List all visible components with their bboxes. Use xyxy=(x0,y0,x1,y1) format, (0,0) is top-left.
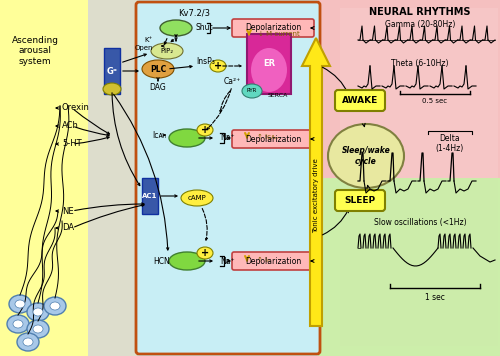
Text: Depolarization: Depolarization xyxy=(245,23,301,32)
Text: K⁺: K⁺ xyxy=(145,37,153,43)
Ellipse shape xyxy=(17,333,39,351)
Bar xyxy=(340,8,498,178)
Ellipse shape xyxy=(9,295,31,313)
Text: Ascending
arousal
system: Ascending arousal system xyxy=(12,36,58,66)
Text: Slow oscillations (<1Hz): Slow oscillations (<1Hz) xyxy=(374,218,466,227)
Bar xyxy=(247,34,291,94)
Text: RYR: RYR xyxy=(247,89,257,94)
Text: Open: Open xyxy=(134,45,153,51)
Ellipse shape xyxy=(197,124,213,136)
FancyBboxPatch shape xyxy=(232,252,314,270)
FancyBboxPatch shape xyxy=(136,2,320,354)
Bar xyxy=(138,0,318,356)
Ellipse shape xyxy=(27,303,49,321)
Bar xyxy=(0,0,88,356)
Bar xyxy=(318,178,500,356)
Text: ↑ Iₕ: ↑ Iₕ xyxy=(257,257,270,263)
Text: AWAKE: AWAKE xyxy=(342,96,378,105)
FancyBboxPatch shape xyxy=(335,90,385,111)
Ellipse shape xyxy=(142,60,174,78)
FancyBboxPatch shape xyxy=(232,130,314,148)
Ellipse shape xyxy=(169,252,205,270)
Ellipse shape xyxy=(33,308,43,316)
Ellipse shape xyxy=(33,325,43,333)
Text: SERCA: SERCA xyxy=(268,93,288,98)
Text: Orexin: Orexin xyxy=(62,104,90,112)
Ellipse shape xyxy=(23,338,33,346)
Ellipse shape xyxy=(181,190,213,206)
Text: 1 sec: 1 sec xyxy=(425,293,445,302)
Text: Depolarization: Depolarization xyxy=(245,135,301,143)
Bar xyxy=(318,0,500,356)
Polygon shape xyxy=(302,38,330,326)
Text: ER: ER xyxy=(263,59,275,68)
Text: DA: DA xyxy=(62,224,74,232)
Text: Iᴄᴀₙ: Iᴄᴀₙ xyxy=(152,131,166,140)
Text: SLEEP: SLEEP xyxy=(344,196,376,205)
Text: Gamma (20-80Hz): Gamma (20-80Hz) xyxy=(385,20,455,29)
Bar xyxy=(88,0,138,356)
Text: NE: NE xyxy=(62,206,74,215)
Text: NEURAL RHYTHMS: NEURAL RHYTHMS xyxy=(369,7,471,17)
Ellipse shape xyxy=(15,300,25,308)
Ellipse shape xyxy=(242,84,262,98)
Text: Delta
(1-4Hz): Delta (1-4Hz) xyxy=(436,134,464,153)
Text: Na⁺: Na⁺ xyxy=(220,257,236,266)
Ellipse shape xyxy=(7,315,29,333)
Text: 0.5 sec: 0.5 sec xyxy=(422,98,448,104)
Ellipse shape xyxy=(50,302,60,310)
Text: 5-HT: 5-HT xyxy=(62,140,82,148)
Ellipse shape xyxy=(251,48,287,92)
Ellipse shape xyxy=(197,247,213,259)
Text: PIP₂: PIP₂ xyxy=(160,48,173,54)
Text: HCN: HCN xyxy=(153,257,170,266)
Text: Kv7.2/3: Kv7.2/3 xyxy=(178,9,210,18)
Text: +: + xyxy=(214,61,222,71)
Ellipse shape xyxy=(44,297,66,315)
Bar xyxy=(142,178,158,214)
Ellipse shape xyxy=(27,320,49,338)
Ellipse shape xyxy=(210,60,226,72)
FancyBboxPatch shape xyxy=(335,190,385,211)
Text: +: + xyxy=(201,125,209,135)
Ellipse shape xyxy=(103,83,121,95)
Ellipse shape xyxy=(160,20,192,36)
Text: Tonic excitatory drive: Tonic excitatory drive xyxy=(313,159,319,234)
Bar xyxy=(318,0,500,178)
Text: Theta (6-10Hz): Theta (6-10Hz) xyxy=(391,59,449,68)
Ellipse shape xyxy=(151,43,183,59)
Text: Na⁺: Na⁺ xyxy=(220,134,236,142)
Text: Shut: Shut xyxy=(196,23,214,32)
Text: ↑ Iᴄᴀₙ: ↑ Iᴄᴀₙ xyxy=(257,134,278,140)
Text: DAG: DAG xyxy=(150,84,166,93)
Text: ACh: ACh xyxy=(62,121,79,131)
FancyBboxPatch shape xyxy=(232,19,314,37)
Text: InsP₃: InsP₃ xyxy=(196,58,215,67)
Text: ↓ M current: ↓ M current xyxy=(258,31,300,37)
Text: cAMP: cAMP xyxy=(188,195,206,201)
Ellipse shape xyxy=(169,129,205,147)
Text: Sleep/wake
cycle: Sleep/wake cycle xyxy=(342,146,390,166)
Bar xyxy=(104,48,120,94)
Text: Ca²⁺: Ca²⁺ xyxy=(224,77,240,85)
Text: Gᵒ: Gᵒ xyxy=(106,67,118,75)
Text: Depolarization: Depolarization xyxy=(245,257,301,266)
Text: AC1: AC1 xyxy=(142,193,158,199)
Text: +: + xyxy=(201,248,209,258)
Ellipse shape xyxy=(13,320,23,328)
Ellipse shape xyxy=(328,124,404,188)
Bar xyxy=(340,178,498,346)
Text: PLC: PLC xyxy=(150,64,166,73)
